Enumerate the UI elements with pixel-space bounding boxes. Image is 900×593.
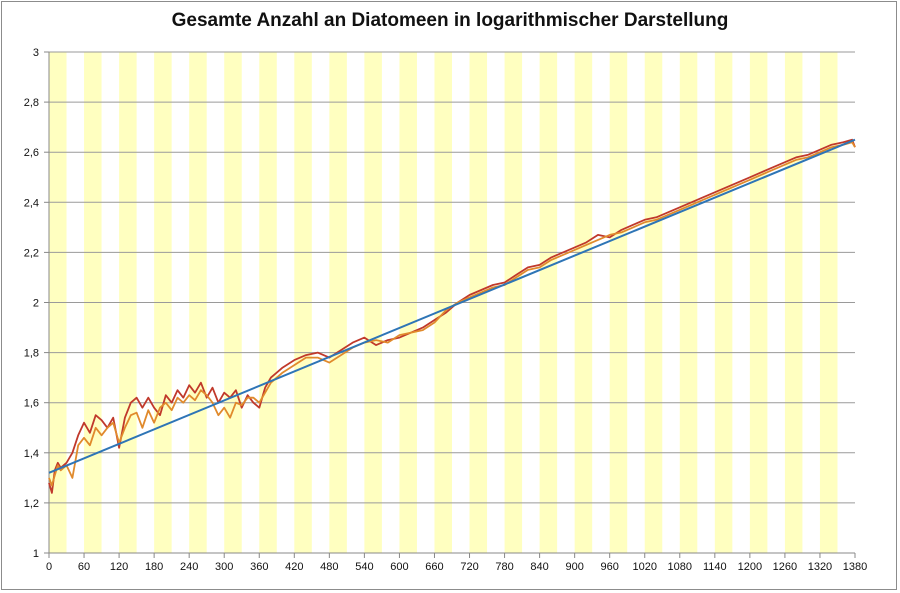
x-tick-label: 1020	[632, 561, 656, 573]
x-tick-label: 480	[320, 561, 338, 573]
y-tick-label: 2,8	[24, 97, 39, 109]
x-tick-label: 1140	[703, 561, 727, 573]
x-tick-label: 60	[78, 561, 90, 573]
y-tick-label: 2,2	[24, 247, 39, 259]
x-tick-label: 1200	[738, 561, 762, 573]
x-tick-label: 780	[495, 561, 513, 573]
y-tick-label: 1,8	[24, 348, 39, 360]
chart-title: Gesamte Anzahl an Diatomeen in logarithm…	[171, 10, 729, 31]
x-tick-label: 840	[530, 561, 548, 573]
x-tick-label: 420	[285, 561, 303, 573]
x-tick-label: 0	[46, 561, 52, 573]
y-tick-label: 1,6	[24, 398, 39, 410]
x-tick-label: 240	[180, 561, 198, 573]
x-tick-label: 1380	[843, 561, 867, 573]
axes	[44, 51, 856, 558]
y-tick-label: 1	[33, 548, 39, 560]
x-tick-label: 1260	[773, 561, 797, 573]
x-tick-label: 180	[145, 561, 163, 573]
x-tick-label: 120	[110, 561, 128, 573]
y-tick-label: 2,4	[24, 197, 39, 209]
x-tick-label: 720	[460, 561, 478, 573]
y-tick-label: 1,2	[24, 498, 39, 510]
y-tick-label: 1,4	[24, 448, 39, 460]
series-line-2	[48, 141, 856, 487]
y-tick-label: 2	[33, 298, 39, 310]
y-tick-labels: 1 1,2 1,4 1,6 1,8 2 2,2 2,4 2,6 2,8 3	[24, 47, 39, 560]
x-tick-labels: 0 60 120 180 240 300 360 420 480 540 600 660 720 780 8…	[46, 561, 867, 573]
x-tick-label: 960	[601, 561, 619, 573]
x-tick-label: 660	[425, 561, 443, 573]
x-tick-label: 300	[215, 561, 233, 573]
x-tick-label: 900	[565, 561, 583, 573]
x-tick-label: 600	[390, 561, 408, 573]
data-series	[48, 138, 856, 494]
trend-line	[48, 138, 856, 474]
y-tick-label: 2,6	[24, 147, 39, 159]
y-tick-label: 3	[33, 47, 39, 59]
x-tick-label: 540	[355, 561, 373, 573]
x-tick-label: 1080	[668, 561, 692, 573]
x-tick-label: 360	[250, 561, 268, 573]
x-tick-label: 1320	[808, 561, 832, 573]
